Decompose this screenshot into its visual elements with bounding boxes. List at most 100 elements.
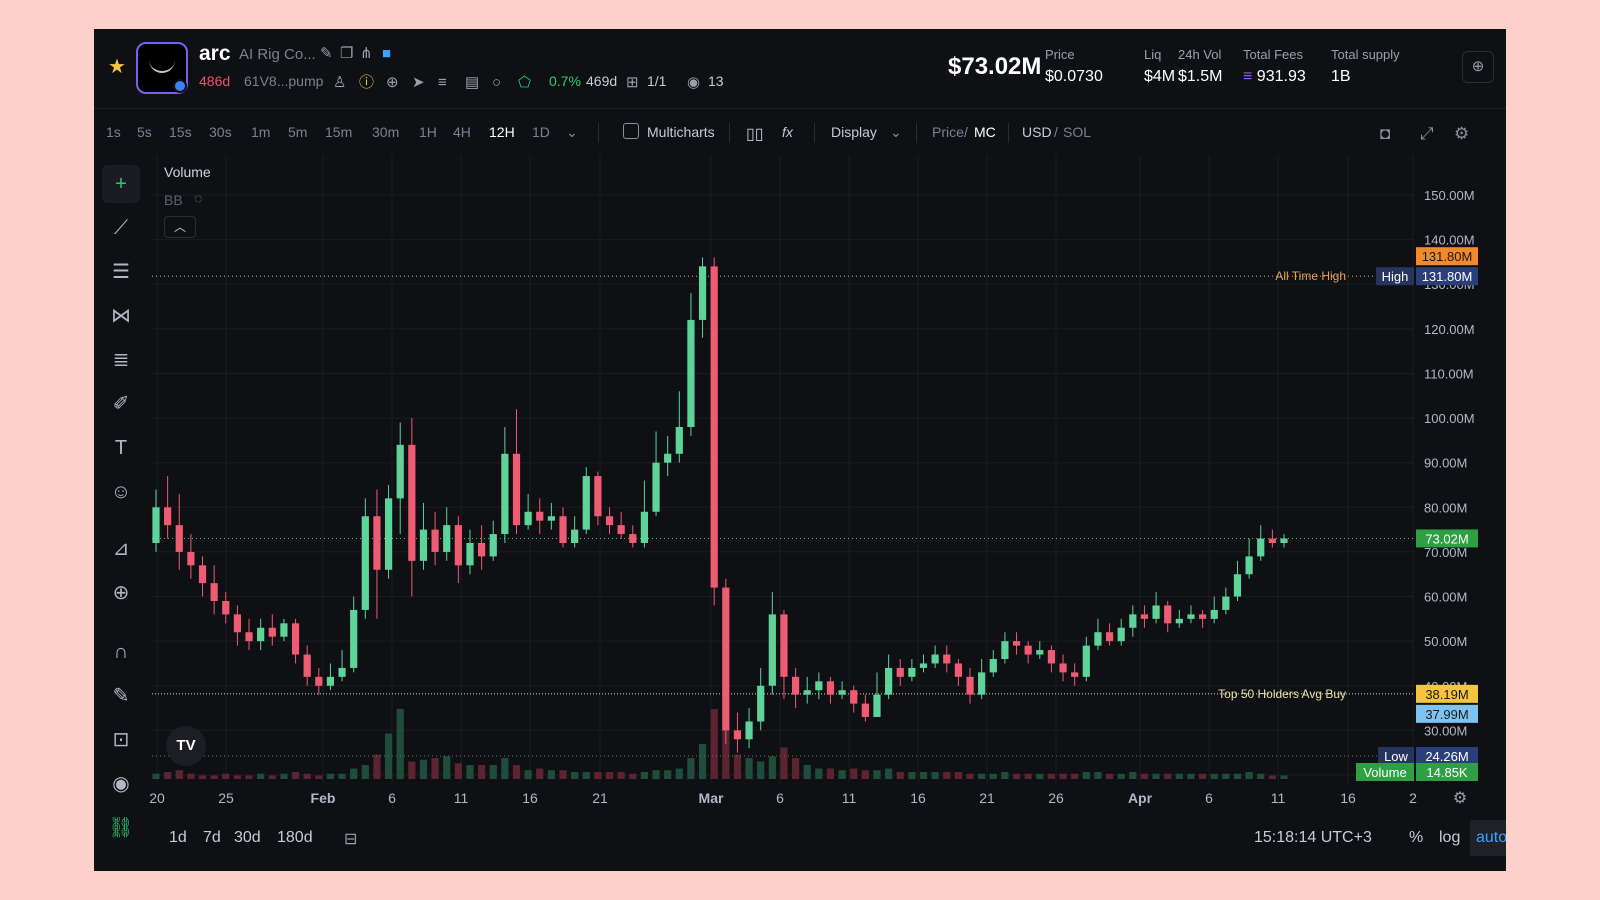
usd-toggle[interactable]: USD (1022, 124, 1052, 140)
zoom-tool[interactable]: ⊕ (102, 574, 140, 612)
volume-bar (791, 758, 800, 779)
chart-icon[interactable]: ▤ (465, 74, 480, 91)
volume-bar (1140, 773, 1149, 779)
emoji-tool[interactable]: ☺ (102, 473, 140, 511)
timeframe-15m[interactable]: 15m (325, 124, 353, 140)
timeframe-4h[interactable]: 4H (453, 124, 471, 140)
fullscreen-icon[interactable]: ⤢ (1420, 124, 1434, 143)
timeframe-1h[interactable]: 1H (419, 124, 437, 140)
display-chevron-icon[interactable]: ⌄ (890, 124, 902, 140)
settings-gear-icon[interactable]: ⚙ (1454, 124, 1470, 143)
link-tool[interactable]: ⛓ (102, 809, 140, 847)
candle-body (245, 632, 253, 642)
trading-app: ★ arc AI Rig Co... ✎ ❐ ⋔ ■ 486d 61V8...p… (94, 29, 1506, 871)
list-icon[interactable]: ≡ (438, 74, 447, 91)
percent-scale-toggle[interactable]: % (1409, 829, 1424, 846)
axis-settings-icon[interactable]: ⚙ (1453, 788, 1467, 807)
search-icon[interactable]: ○ (492, 74, 502, 91)
multicharts-checkbox[interactable] (623, 123, 639, 139)
share-icon[interactable]: ⋔ (360, 45, 373, 62)
y-tick-label: 90.00M (1424, 456, 1467, 471)
eye-icon: ◉ (112, 773, 130, 795)
volume-bar (1071, 773, 1079, 779)
volume-bar (210, 775, 218, 779)
market-cap: $73.02M (948, 53, 1042, 80)
ath-price-tag: 131.80M (1422, 249, 1473, 264)
range-1d[interactable]: 1d (169, 829, 187, 846)
timeframe-1m[interactable]: 1m (251, 124, 271, 140)
legend-volume[interactable]: Volume (164, 164, 211, 180)
hidden-eye-icon[interactable]: ◌ (194, 190, 203, 206)
y-tick-label: 30.00M (1424, 723, 1467, 738)
candle-body (175, 525, 183, 552)
candle-body (384, 498, 393, 570)
lock-tool[interactable]: ⊡ (102, 721, 140, 759)
candle-body (675, 427, 683, 454)
candle-body (1268, 538, 1276, 543)
timeframe-1s[interactable]: 1s (106, 124, 121, 140)
fib-tool[interactable]: ≣ (102, 341, 140, 379)
display-menu[interactable]: Display (831, 124, 877, 140)
text-tool[interactable]: T (102, 429, 140, 467)
price-chart[interactable]: 20 25 Feb 6 11 16 21 Mar 6 11 16 21 26 Apr 6 11 16 2 150.0… (94, 155, 1506, 815)
candle-body (966, 676, 974, 695)
verified-icon[interactable]: ■ (382, 45, 392, 62)
tradingview-logo-icon[interactable]: TV (166, 726, 206, 766)
candle-body (536, 511, 544, 521)
candle-body (838, 690, 846, 695)
crosshair-tool[interactable]: + (102, 165, 140, 203)
legend-bb[interactable]: BB (164, 192, 183, 208)
auto-scale-toggle[interactable]: auto (1470, 820, 1506, 856)
timeframe-5m[interactable]: 5m (288, 124, 308, 140)
copy-icon[interactable]: ❐ (340, 45, 354, 62)
warning-icon[interactable]: ⓘ (359, 74, 375, 91)
timeframe-dropdown-chevron-icon[interactable]: ⌄ (566, 124, 578, 140)
sol-toggle[interactable]: SOL (1063, 124, 1092, 140)
ruler-tool[interactable]: ⊿ (102, 530, 140, 568)
telegram-icon[interactable]: ➤ (412, 74, 425, 91)
volume-bar (536, 768, 544, 779)
calendar-goto-icon[interactable]: ⊟ (344, 831, 358, 848)
candle-type-icon[interactable]: ▯▯ (746, 126, 764, 143)
utc-clock[interactable]: 15:18:14 UTC+3 (1254, 829, 1372, 846)
visibility-tool[interactable]: ◉ (102, 765, 140, 803)
candle-body (233, 614, 242, 633)
globe-icon[interactable]: ⊕ (386, 74, 399, 91)
token-address[interactable]: 61V8...pump (244, 73, 324, 89)
timeframe-12h[interactable]: 12H (489, 124, 515, 140)
low-label-bg (1378, 746, 1414, 765)
candle-body (1105, 632, 1114, 642)
stat-value: 931.93 (1256, 68, 1306, 85)
horizontal-lines-tool[interactable]: ☰ (102, 253, 140, 291)
log-scale-toggle[interactable]: log (1439, 829, 1461, 846)
candle-body (954, 663, 962, 677)
pattern-tool[interactable]: ⋈ (102, 297, 140, 335)
camera-icon[interactable]: ◘ (1380, 124, 1391, 143)
timeframe-1d[interactable]: 1D (532, 124, 550, 140)
edit-icon[interactable]: ✎ (320, 45, 333, 62)
magnet-tool[interactable]: ∩ (102, 633, 140, 671)
legend-collapse-button[interactable]: ︿ (164, 216, 196, 238)
indicators-icon[interactable]: fx (782, 124, 793, 140)
mc-toggle[interactable]: MC (974, 124, 996, 140)
price-toggle[interactable]: Price (932, 124, 964, 140)
lock-drawing-tool[interactable]: ✎ (102, 677, 140, 715)
candle-body (373, 516, 381, 570)
timeframe-5s[interactable]: 5s (137, 124, 152, 140)
timeframe-30s[interactable]: 30s (209, 124, 232, 140)
range-7d[interactable]: 7d (203, 829, 221, 846)
user-icon[interactable]: ♙ (333, 74, 347, 91)
brush-tool[interactable]: ✐ (102, 385, 140, 423)
volume-bar (315, 775, 323, 779)
add-widget-button[interactable]: ⊕ (1462, 51, 1494, 83)
timeframe-15s[interactable]: 15s (169, 124, 192, 140)
volume-bar (222, 773, 230, 779)
volume-bar (850, 768, 858, 779)
multicharts-label[interactable]: Multicharts (647, 124, 715, 140)
token-name: AI Rig Co... (239, 46, 316, 63)
timeframe-30m[interactable]: 30m (372, 124, 400, 140)
range-30d[interactable]: 30d (234, 829, 261, 846)
trendline-tool[interactable]: ⟋ (102, 209, 140, 247)
range-180d[interactable]: 180d (277, 829, 313, 846)
star-icon[interactable]: ★ (108, 56, 126, 78)
